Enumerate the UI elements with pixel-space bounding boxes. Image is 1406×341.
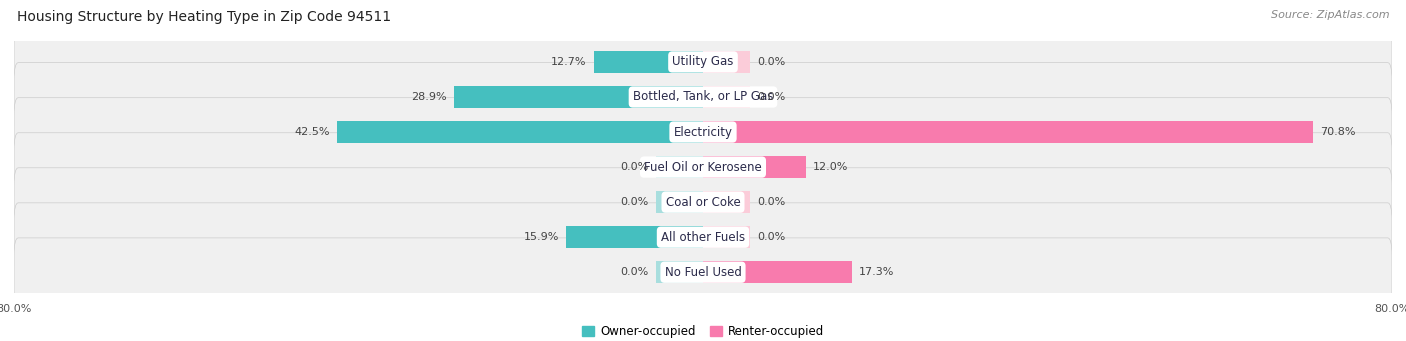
Bar <box>703 51 751 73</box>
FancyBboxPatch shape <box>14 203 1392 271</box>
Bar <box>655 191 703 213</box>
Legend: Owner-occupied, Renter-occupied: Owner-occupied, Renter-occupied <box>578 321 828 341</box>
Text: No Fuel Used: No Fuel Used <box>665 266 741 279</box>
Text: Fuel Oil or Kerosene: Fuel Oil or Kerosene <box>644 161 762 174</box>
FancyBboxPatch shape <box>14 28 1392 96</box>
FancyBboxPatch shape <box>14 168 1392 237</box>
Text: 42.5%: 42.5% <box>295 127 330 137</box>
Text: Bottled, Tank, or LP Gas: Bottled, Tank, or LP Gas <box>633 90 773 104</box>
Bar <box>337 121 703 143</box>
Bar <box>703 261 852 283</box>
Text: Electricity: Electricity <box>673 125 733 138</box>
Bar <box>655 261 703 283</box>
Bar <box>703 121 1313 143</box>
Bar <box>703 156 807 178</box>
Text: Source: ZipAtlas.com: Source: ZipAtlas.com <box>1271 10 1389 20</box>
Text: 0.0%: 0.0% <box>620 197 648 207</box>
Text: 0.0%: 0.0% <box>758 92 786 102</box>
Text: 0.0%: 0.0% <box>758 232 786 242</box>
Bar <box>567 226 703 248</box>
Text: 0.0%: 0.0% <box>758 57 786 67</box>
Bar <box>703 226 751 248</box>
Text: Coal or Coke: Coal or Coke <box>665 196 741 209</box>
Text: 28.9%: 28.9% <box>412 92 447 102</box>
Text: 17.3%: 17.3% <box>859 267 894 277</box>
Text: All other Fuels: All other Fuels <box>661 231 745 244</box>
Bar <box>703 191 751 213</box>
Bar <box>703 86 751 108</box>
Text: 12.7%: 12.7% <box>551 57 586 67</box>
FancyBboxPatch shape <box>14 238 1392 307</box>
Text: Housing Structure by Heating Type in Zip Code 94511: Housing Structure by Heating Type in Zip… <box>17 10 391 24</box>
Bar <box>593 51 703 73</box>
FancyBboxPatch shape <box>14 63 1392 131</box>
FancyBboxPatch shape <box>14 133 1392 202</box>
Text: Utility Gas: Utility Gas <box>672 56 734 69</box>
Bar <box>655 156 703 178</box>
Text: 0.0%: 0.0% <box>758 197 786 207</box>
Text: 70.8%: 70.8% <box>1320 127 1355 137</box>
Text: 15.9%: 15.9% <box>524 232 560 242</box>
Bar <box>454 86 703 108</box>
FancyBboxPatch shape <box>14 98 1392 166</box>
Text: 12.0%: 12.0% <box>813 162 849 172</box>
Text: 0.0%: 0.0% <box>620 162 648 172</box>
Text: 0.0%: 0.0% <box>620 267 648 277</box>
